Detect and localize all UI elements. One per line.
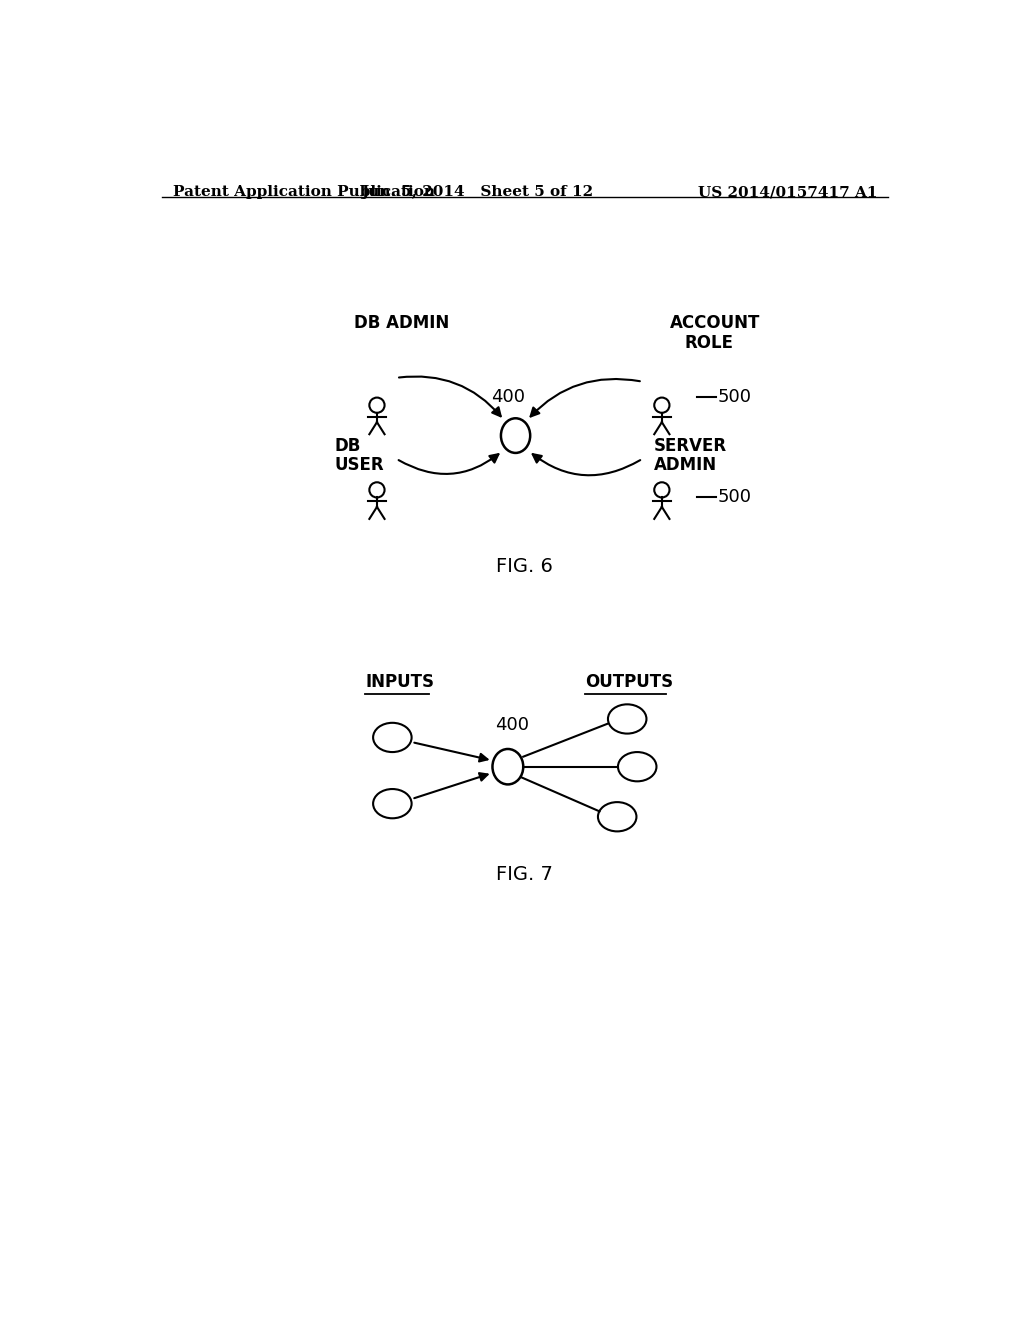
FancyArrowPatch shape <box>415 743 487 762</box>
Text: 400: 400 <box>490 388 525 407</box>
FancyArrowPatch shape <box>415 774 487 799</box>
FancyArrowPatch shape <box>530 379 640 417</box>
Text: OUTPUTS: OUTPUTS <box>585 673 673 692</box>
FancyArrowPatch shape <box>399 376 501 416</box>
FancyArrowPatch shape <box>398 454 499 474</box>
Text: INPUTS: INPUTS <box>366 673 434 692</box>
Text: ADMIN: ADMIN <box>654 457 717 474</box>
FancyArrowPatch shape <box>532 454 640 475</box>
Text: ACCOUNT: ACCOUNT <box>670 314 760 331</box>
Text: ROLE: ROLE <box>685 334 734 352</box>
Text: SERVER: SERVER <box>654 437 727 455</box>
Text: 500: 500 <box>717 388 752 407</box>
Text: FIG. 7: FIG. 7 <box>497 865 553 884</box>
Text: FIG. 6: FIG. 6 <box>497 557 553 576</box>
Text: Jun. 5, 2014   Sheet 5 of 12: Jun. 5, 2014 Sheet 5 of 12 <box>361 185 593 199</box>
Text: USER: USER <box>335 457 384 474</box>
Text: 500: 500 <box>717 488 752 506</box>
Text: DB ADMIN: DB ADMIN <box>354 314 450 331</box>
Text: 400: 400 <box>495 717 528 734</box>
Text: Patent Application Publication: Patent Application Publication <box>173 185 435 199</box>
Text: DB: DB <box>335 437 361 455</box>
Text: US 2014/0157417 A1: US 2014/0157417 A1 <box>698 185 878 199</box>
